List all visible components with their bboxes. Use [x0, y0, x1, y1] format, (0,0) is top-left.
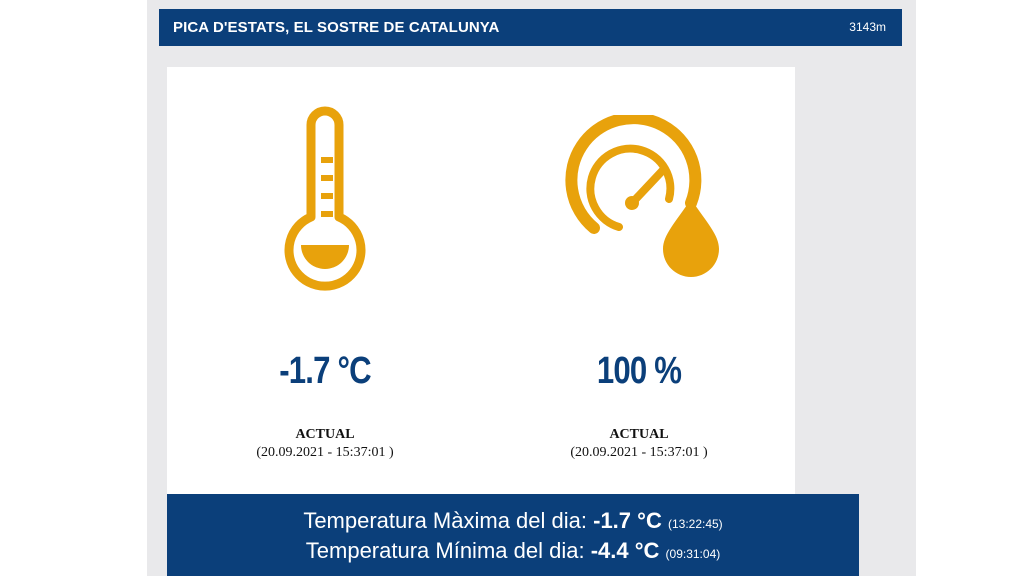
daily-min-label: Temperatura Mínima del dia: — [305, 538, 585, 563]
station-header: PICA D'ESTATS, EL SOSTRE DE CATALUNYA 31… — [159, 9, 902, 46]
daily-min-time: (09:31:04) — [665, 547, 721, 561]
temperature-timestamp: (20.09.2021 - 15:37:01 ) — [256, 445, 394, 460]
daily-min-value: -4.4 °C — [590, 538, 660, 563]
humidity-label: ACTUAL — [609, 427, 669, 442]
station-altitude: 3143m — [849, 20, 886, 34]
daily-min-line: Temperatura Mínima del dia: -4.4 °C (09:… — [167, 538, 859, 564]
temperature-label: ACTUAL — [295, 427, 355, 442]
daily-max-line: Temperatura Màxima del dia: -1.7 °C (13:… — [167, 508, 859, 534]
humidity-value: 100 % — [596, 350, 682, 392]
humidity-timestamp: (20.09.2021 - 15:37:01 ) — [570, 445, 708, 460]
daily-max-time: (13:22:45) — [667, 517, 723, 531]
daily-extremes-banner: Temperatura Màxima del dia: -1.7 °C (13:… — [167, 494, 859, 576]
thermometer-icon — [284, 106, 366, 291]
daily-max-label: Temperatura Màxima del dia: — [303, 508, 587, 533]
station-title: PICA D'ESTATS, EL SOSTRE DE CATALUNYA — [173, 19, 500, 36]
daily-max-value: -1.7 °C — [593, 508, 662, 533]
temperature-value: -1.7 °C — [279, 350, 371, 392]
humidity-gauge-icon — [565, 115, 719, 277]
readings-card: -1.7 °C 100 % ACTUAL ACTUAL (20.09.2021 … — [167, 67, 795, 507]
